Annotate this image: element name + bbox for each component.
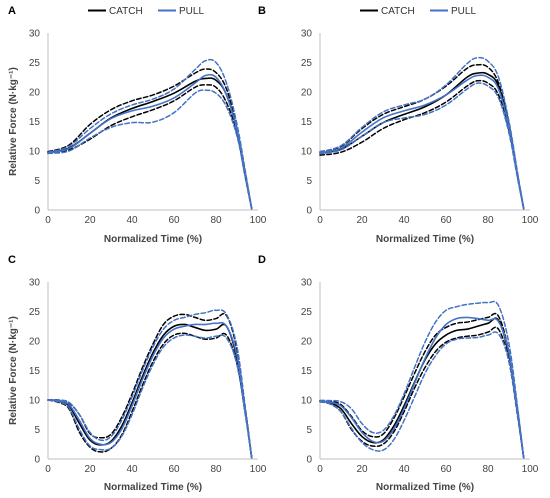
- x-tick-label: 60: [168, 464, 180, 475]
- series-line-catch-dashed: [47, 332, 253, 459]
- y-axis-title: Relative Force (N·kg⁻¹): [8, 67, 19, 176]
- y-tick-label: 10: [29, 147, 41, 158]
- x-tick-label: 60: [168, 215, 180, 226]
- series-line-pull-dashed: [47, 58, 253, 210]
- y-tick-label: 25: [301, 58, 313, 69]
- y-tick-label: 25: [29, 58, 41, 69]
- x-tick-label: 100: [522, 215, 539, 226]
- y-tick-label: 10: [301, 396, 313, 407]
- x-tick-label: 100: [250, 464, 267, 475]
- x-tick-label: 20: [356, 215, 368, 226]
- series-line-pull-dashed: [319, 300, 525, 459]
- x-tick-label: 40: [398, 464, 410, 475]
- x-tick-label: 40: [126, 464, 138, 475]
- series-line-catch-solid: [319, 317, 525, 459]
- y-tick-label: 0: [306, 206, 312, 217]
- series-line-pull-dashed: [319, 56, 525, 210]
- panel-letter: B: [258, 5, 266, 17]
- x-axis-title: Normalized Time (%): [104, 234, 202, 245]
- series-line-catch-dashed: [319, 312, 525, 459]
- y-tick-label: 20: [29, 337, 41, 348]
- y-tick-label: 5: [306, 176, 312, 187]
- y-tick-label: 15: [29, 117, 41, 128]
- series-line-catch-dashed: [47, 68, 253, 210]
- y-tick-label: 0: [34, 455, 40, 466]
- panel-letter: D: [258, 254, 266, 266]
- series-line-pull-dashed: [319, 82, 525, 210]
- x-axis-title: Normalized Time (%): [376, 234, 474, 245]
- series-line-catch-solid: [47, 323, 253, 459]
- x-tick-label: 0: [45, 464, 51, 475]
- x-tick-label: 80: [482, 215, 494, 226]
- y-tick-label: 15: [29, 366, 41, 377]
- y-tick-label: 5: [34, 176, 40, 187]
- series-line-pull-solid: [47, 73, 253, 210]
- legend-label-catch: CATCH: [381, 6, 415, 17]
- x-axis-title: Normalized Time (%): [376, 482, 474, 493]
- x-tick-label: 40: [126, 215, 138, 226]
- x-tick-label: 20: [356, 464, 368, 475]
- y-tick-label: 30: [301, 278, 313, 289]
- x-tick-label: 60: [440, 464, 452, 475]
- y-tick-label: 20: [301, 88, 313, 99]
- panel-letter: A: [8, 5, 16, 17]
- panel-b: B 0 5 10 15 20 25 30 0 20 40 60 80 100 Normalized Time…: [258, 5, 539, 245]
- y-tick-label: 20: [301, 337, 313, 348]
- panel-c: C 0 5 10 15 20 25 30 0 20 40 60 80 100 Normalized Time…: [8, 254, 267, 493]
- y-axis-title: Relative Force (N·kg⁻¹): [8, 316, 19, 425]
- x-tick-label: 80: [482, 464, 494, 475]
- legend-label-pull: PULL: [179, 6, 204, 17]
- y-tick-label: 5: [306, 425, 312, 436]
- series-line-pull-solid: [319, 74, 525, 210]
- x-tick-label: 60: [440, 215, 452, 226]
- series-line-pull-solid: [47, 321, 253, 459]
- panel-a: A 0 5 10 15 20 25 30 0 20 40 60 80 100 Normalized Time…: [8, 5, 267, 245]
- y-tick-label: 15: [301, 366, 313, 377]
- x-tick-label: 20: [84, 215, 96, 226]
- x-tick-label: 100: [522, 464, 539, 475]
- y-tick-label: 0: [306, 455, 312, 466]
- y-tick-label: 30: [29, 29, 41, 40]
- series-line-catch-dashed: [319, 326, 525, 459]
- panel-letter: C: [8, 254, 16, 266]
- x-tick-label: 20: [84, 464, 96, 475]
- x-tick-label: 80: [210, 464, 222, 475]
- series-line-pull-solid: [319, 316, 525, 459]
- series-line-pull-dashed: [47, 334, 253, 459]
- series-line-pull-dashed: [319, 331, 525, 459]
- y-tick-label: 25: [29, 307, 41, 318]
- series-line-catch-dashed: [319, 79, 525, 210]
- x-tick-label: 0: [317, 215, 323, 226]
- y-tick-label: 15: [301, 117, 313, 128]
- legend-label-pull: PULL: [451, 6, 476, 17]
- y-tick-label: 20: [29, 88, 41, 99]
- x-tick-label: 100: [250, 215, 267, 226]
- y-tick-label: 30: [301, 29, 313, 40]
- x-tick-label: 40: [398, 215, 410, 226]
- x-axis-title: Normalized Time (%): [104, 482, 202, 493]
- series-line-pull-dashed: [47, 309, 253, 459]
- y-tick-label: 10: [29, 396, 41, 407]
- y-tick-label: 25: [301, 307, 313, 318]
- series-line-pull-dashed: [47, 89, 253, 210]
- x-tick-label: 80: [210, 215, 222, 226]
- series-line-catch-dashed: [47, 84, 253, 210]
- x-tick-label: 0: [45, 215, 51, 226]
- legend-label-catch: CATCH: [109, 6, 143, 17]
- y-tick-label: 30: [29, 278, 41, 289]
- panel-d: D 0 5 10 15 20 25 30 0 20 40 60 80 100 Normalized Time…: [258, 254, 539, 493]
- y-tick-label: 10: [301, 147, 313, 158]
- y-tick-label: 0: [34, 206, 40, 217]
- x-tick-label: 0: [317, 464, 323, 475]
- y-tick-label: 5: [34, 425, 40, 436]
